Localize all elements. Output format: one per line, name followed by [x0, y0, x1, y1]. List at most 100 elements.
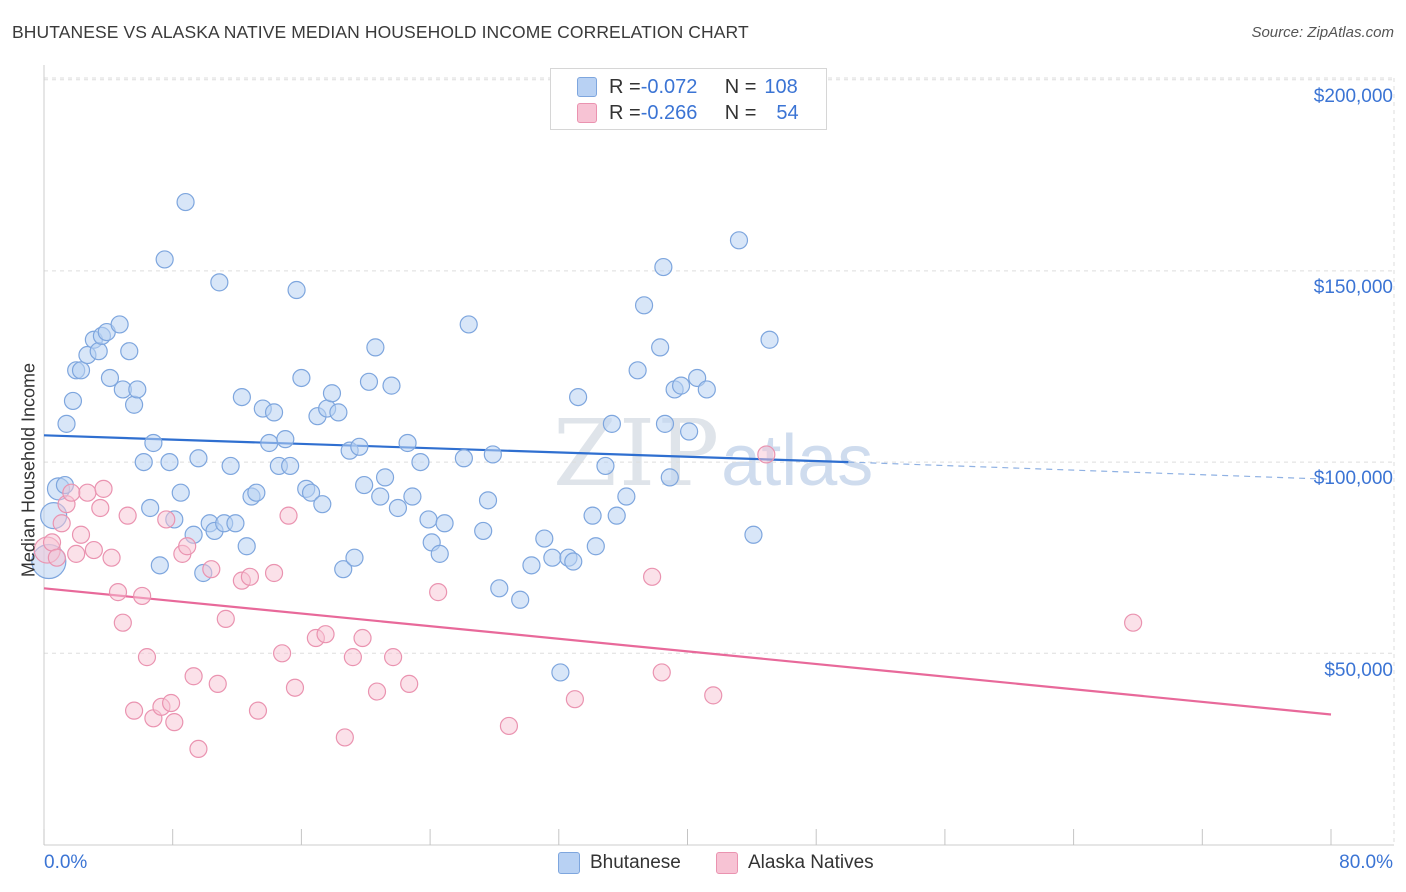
bhutanese-trend-line [43, 434, 849, 464]
axes [43, 65, 1394, 846]
bhutanese-point [729, 231, 749, 250]
bhutanese-point [110, 315, 129, 334]
bhutanese-point [89, 342, 108, 361]
chart-title: BHUTANESE VS ALASKA NATIVE MEDIAN HOUSEH… [12, 22, 749, 42]
bhutanese-point [313, 495, 332, 514]
bhutanese-point [171, 483, 190, 502]
bhutanese-point [124, 395, 144, 414]
bhutanese-point [281, 456, 300, 476]
bhutanese-point [522, 556, 541, 575]
bhutanese-point [144, 433, 163, 453]
trend-lines [43, 434, 1332, 716]
series-label: Alaska Natives [748, 852, 874, 873]
legend-row-bhutanese: R = -0.072 N = 108 [577, 74, 798, 100]
alaska-natives-point [47, 548, 66, 567]
alaska-natives-point [367, 682, 387, 701]
alaska-natives-point [264, 563, 284, 583]
bhutanese-point [287, 280, 306, 300]
alaska-natives-point [316, 625, 335, 644]
alaska-natives-point [400, 674, 419, 693]
x-tick-max: 80.0% [1339, 852, 1393, 873]
alaska-natives-point [565, 690, 584, 709]
bhutanese-point [63, 391, 83, 411]
alaska-natives-point [272, 644, 292, 663]
alaska-natives-point [757, 445, 776, 464]
x-tick-min: 0.0% [44, 852, 88, 873]
alaska-natives-point [704, 686, 723, 705]
alaska-natives-point [133, 586, 152, 606]
alaska-natives-point [62, 483, 81, 502]
bhutanese-point [189, 449, 208, 468]
alaska-natives-point [118, 506, 137, 525]
alaska-natives-point [91, 498, 110, 518]
bhutanese-point [221, 456, 240, 476]
bhutanese-point [100, 368, 120, 388]
alaska-natives-point [94, 479, 113, 498]
bhutanese-point [634, 296, 654, 315]
bhutanese-point [483, 445, 502, 464]
bhutanese-point [155, 250, 174, 269]
bhutanese-point [388, 498, 408, 518]
alaska-natives-point [429, 583, 448, 602]
alaska-natives-point [137, 648, 157, 667]
bhutanese-point [398, 433, 417, 453]
alaska-natives-point [78, 483, 97, 502]
bhutanese-point [210, 273, 229, 292]
legend-swatch-blue [577, 77, 597, 97]
bhutanese-point [411, 453, 430, 472]
alaska-natives-point [113, 613, 132, 632]
gridlines [44, 77, 1395, 845]
bhutanese-point [382, 376, 401, 395]
bhutanese-point [419, 510, 438, 529]
bhutanese-point [654, 257, 673, 277]
y-tick-100000: $100,000 [1313, 468, 1393, 489]
alaska-natives-point [1124, 613, 1143, 632]
bhutanese-point [459, 315, 478, 334]
bhutanese-point [760, 330, 779, 349]
legend-row-alaska-natives: R = -0.266 N = 54 [577, 100, 799, 126]
bhutanese-point [301, 483, 321, 502]
bhutanese-point [57, 414, 76, 433]
alaska-natives-point [652, 663, 671, 682]
legend-n-value: 108 [764, 75, 798, 98]
alaska-natives-point [202, 560, 221, 579]
legend-swatch-pink [577, 103, 597, 123]
legend-r-value: -0.072 [640, 75, 698, 98]
alaska-natives-point [67, 544, 86, 563]
bhutanese-point [569, 387, 588, 407]
alaska-natives-point [216, 609, 235, 628]
bhutanese-point [247, 483, 266, 502]
series-legend: Bhutanese Alaska Natives [0, 852, 1406, 878]
bhutanese-point [160, 453, 179, 472]
source-credit: Source: ZipAtlas.com [1251, 24, 1394, 41]
bhutanese-point [403, 487, 422, 506]
alaska-natives-point [42, 533, 62, 552]
bhutanese-point [71, 361, 91, 380]
y-axis-label: Median Household Income [14, 0, 44, 892]
alaska-natives-point [248, 701, 268, 720]
bhutanese-point [359, 372, 379, 391]
bhutanese-point [671, 376, 691, 395]
alaska-natives-point [108, 583, 128, 602]
bhutanese-point [478, 491, 498, 510]
alaska-natives-point [343, 648, 362, 667]
alaska-natives-point [335, 728, 354, 747]
bhutanese-point [454, 449, 473, 468]
series-legend-alaska-natives: Alaska Natives [716, 852, 874, 874]
bhutanese-point [474, 521, 493, 541]
bhutanese-point [602, 414, 621, 433]
alaska-natives-point [165, 713, 184, 732]
bhutanese-point [744, 525, 763, 544]
alaska-natives-point [84, 540, 103, 560]
alaska-natives-point [643, 567, 662, 586]
bhutanese-point [375, 468, 395, 487]
bhutanese-point [150, 556, 169, 575]
series-swatch-pink [716, 852, 738, 874]
series-label: Bhutanese [590, 852, 681, 873]
bhutanese-point [345, 548, 364, 567]
legend-r-value: -0.266 [640, 101, 698, 124]
alaska-natives-point [285, 678, 305, 697]
bhutanese-point [543, 548, 562, 567]
alaska-natives-point [161, 693, 181, 713]
y-axis-label-text: Median Household Income [18, 362, 39, 578]
